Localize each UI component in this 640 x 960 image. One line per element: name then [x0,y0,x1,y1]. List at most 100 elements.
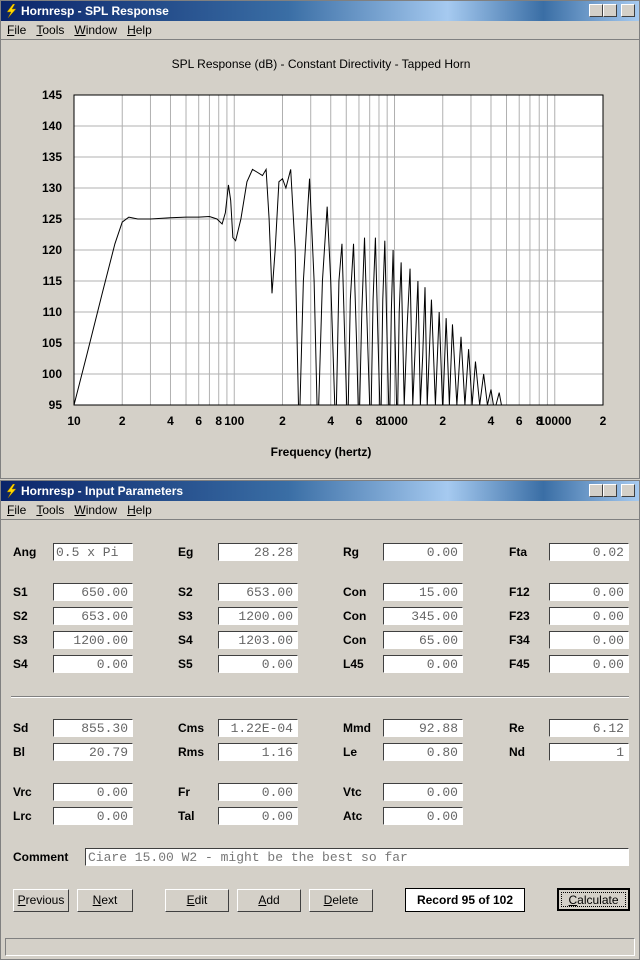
y-tick-label: 95 [49,398,63,412]
maximize-button[interactable] [603,4,617,17]
minimize-button[interactable] [589,4,603,17]
param-field[interactable]: 0.00 [218,783,298,801]
menu-bar: File Tools Window Help [1,501,639,520]
menu-item[interactable]: Window [74,503,118,517]
x-tick-label: 8 [215,414,222,428]
param-label: S1 [13,585,28,599]
push-button[interactable]: Delete [309,889,373,912]
param-label: Fta [509,545,527,559]
param-field[interactable]: 0.00 [549,607,629,625]
minimize-button[interactable] [589,484,603,497]
menu-item[interactable]: Tools [36,503,65,517]
close-button[interactable] [621,484,635,497]
menu-item[interactable]: Tools [36,23,65,37]
y-tick-label: 110 [43,305,63,319]
spl-curve [74,167,502,405]
plot-frame [73,94,604,406]
chart: SPL Response (dB) - Constant Directivity… [42,57,607,459]
push-button[interactable]: Edit [165,889,229,912]
param-field[interactable]: 92.88 [383,719,463,737]
x-tick-label: 4 [327,414,334,428]
param-field[interactable]: 0.5 x Pi [53,543,133,561]
param-field[interactable]: 0.80 [383,743,463,761]
x-tick-label: 2 [279,414,286,428]
chart-title: SPL Response (dB) - Constant Directivity… [172,57,471,71]
param-label: Bl [13,745,25,759]
button-label: Calculate [568,893,619,907]
separator [11,696,629,698]
param-field[interactable]: 0.00 [549,655,629,673]
param-label: L45 [343,657,364,671]
push-button[interactable]: Next [77,889,133,912]
param-field[interactable]: 0.00 [53,807,133,825]
param-label: F12 [509,585,530,599]
param-field[interactable]: 0.00 [383,655,463,673]
status-bar [5,938,635,956]
param-label: S2 [178,585,193,599]
param-field[interactable]: 1 [549,743,629,761]
x-tick-label: 6 [195,414,202,428]
param-field[interactable]: 0.00 [218,807,298,825]
app-icon [6,4,17,18]
push-button[interactable]: Add [237,889,301,912]
param-field[interactable]: 20.79 [53,743,133,761]
y-tick-label: 145 [42,88,62,102]
param-field[interactable]: 0.00 [218,655,298,673]
y-tick-label: 100 [42,367,62,381]
param-label: Cms [178,721,205,735]
param-field[interactable]: 855.30 [53,719,133,737]
y-tick-label: 130 [42,181,62,195]
param-field[interactable]: 0.00 [383,543,463,561]
menu-item[interactable]: Help [127,23,152,37]
param-label: S5 [178,657,193,671]
param-label: S4 [13,657,28,671]
param-field[interactable]: 1.22E-04 [218,719,298,737]
param-field[interactable]: 650.00 [53,583,133,601]
param-field[interactable]: 15.00 [383,583,463,601]
param-field[interactable]: 1200.00 [53,631,133,649]
input-window: Hornresp - Input Parameters File Tools Win… [0,480,640,960]
calculate-button[interactable]: Calculate [557,888,630,911]
push-button[interactable]: Previous [13,889,69,912]
menu-item[interactable]: File [7,503,27,517]
x-tick-label: 10000 [538,414,572,428]
param-field[interactable]: 1203.00 [218,631,298,649]
button-label: Add [258,893,280,907]
x-tick-label: 6 [516,414,523,428]
button-label: Next [92,893,118,907]
y-tick-label: 120 [42,243,62,257]
param-field[interactable]: 345.00 [383,607,463,625]
param-field[interactable]: 0.00 [53,655,133,673]
title-bar: Hornresp - Input Parameters [1,481,639,501]
param-label: Ang [13,545,37,559]
maximize-button[interactable] [603,484,617,497]
param-field[interactable]: 653.00 [218,583,298,601]
param-field[interactable]: 0.00 [549,583,629,601]
x-tick-label: 8 [376,414,383,428]
menu-item[interactable]: File [7,23,27,37]
title-bar: Hornresp - SPL Response [1,1,639,21]
comment-field[interactable]: Ciare 15.00 W2 - might be the best so fa… [85,848,629,866]
param-field[interactable]: 653.00 [53,607,133,625]
close-button[interactable] [621,4,635,17]
menu-item[interactable]: Window [74,23,118,37]
x-tick-label: 6 [356,414,363,428]
param-field[interactable]: 1.16 [218,743,298,761]
app-icon [6,484,17,498]
menu-item[interactable]: Help [127,503,152,517]
param-field[interactable]: 0.02 [549,543,629,561]
param-field[interactable]: 0.00 [383,807,463,825]
param-label: Con [343,609,367,623]
param-label: Fr [178,785,190,799]
window-title: Hornresp - Input Parameters [21,484,184,498]
param-field[interactable]: 0.00 [383,783,463,801]
param-field[interactable]: 1200.00 [218,607,298,625]
param-label: Con [343,585,367,599]
comment-label: Comment [13,850,69,864]
param-field[interactable]: 0.00 [549,631,629,649]
param-field[interactable]: 0.00 [53,783,133,801]
x-tick-label: 4 [167,414,174,428]
param-field[interactable]: 65.00 [383,631,463,649]
param-field[interactable]: 28.28 [218,543,298,561]
param-field[interactable]: 6.12 [549,719,629,737]
